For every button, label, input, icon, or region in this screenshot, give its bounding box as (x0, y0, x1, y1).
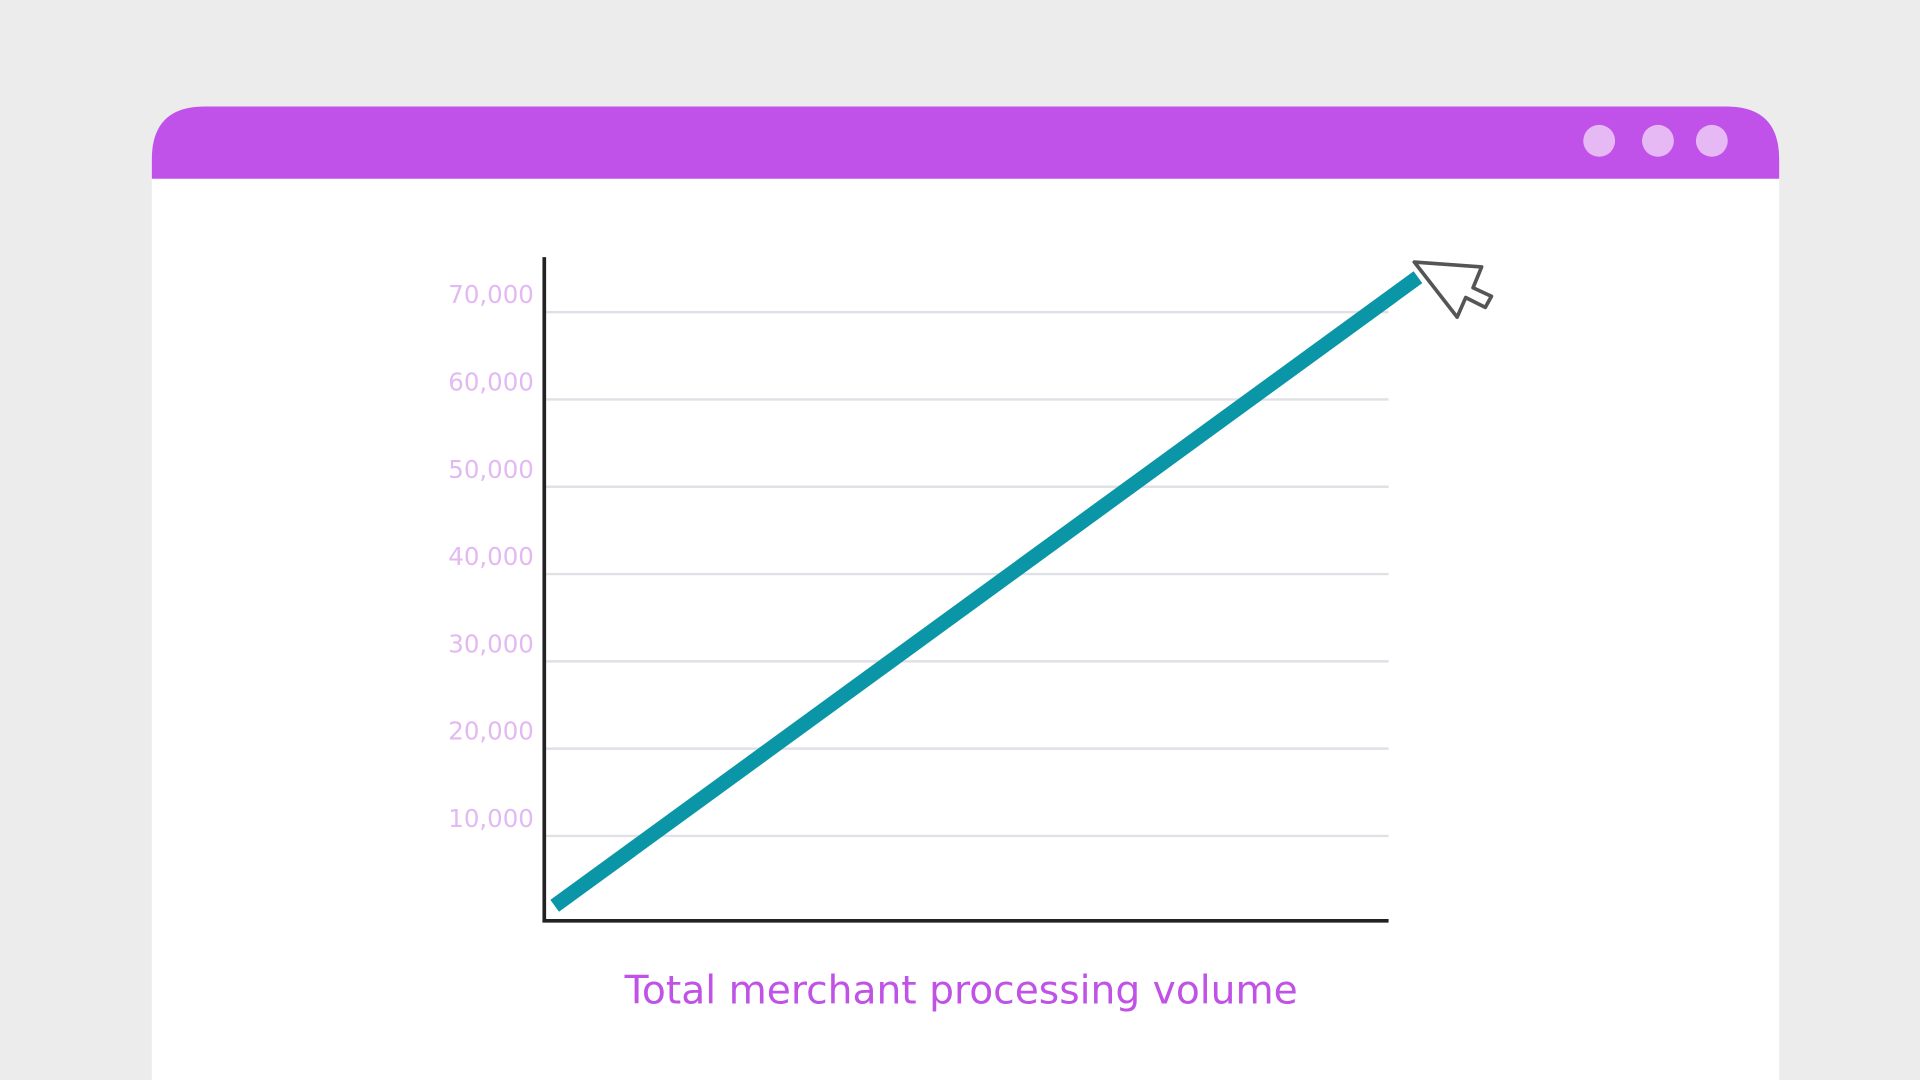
y-tick-label: 60,000 (448, 368, 534, 397)
y-tick-label: 50,000 (448, 455, 534, 484)
window-button[interactable] (1695, 124, 1728, 157)
mouse-cursor (1412, 260, 1494, 319)
chart-title: Total merchant processing volume (624, 969, 1298, 1014)
y-tick-label: 70,000 (448, 280, 534, 309)
y-tick-label: 30,000 (448, 629, 534, 658)
plot: 10,000 20,000 30,000 40,000 50,000 60,000 70,0… (448, 271, 1423, 912)
window-button[interactable] (1642, 124, 1674, 157)
y-tick-label: 40,000 (448, 542, 534, 571)
cursor-layer (1412, 260, 1494, 319)
browser-window (151, 106, 1780, 1080)
y-tick-label: 20,000 (448, 717, 534, 746)
title-bar (151, 106, 1780, 179)
data-line (550, 271, 1423, 912)
window-button[interactable] (1583, 124, 1616, 157)
y-tick-label: 10,000 (448, 804, 534, 833)
